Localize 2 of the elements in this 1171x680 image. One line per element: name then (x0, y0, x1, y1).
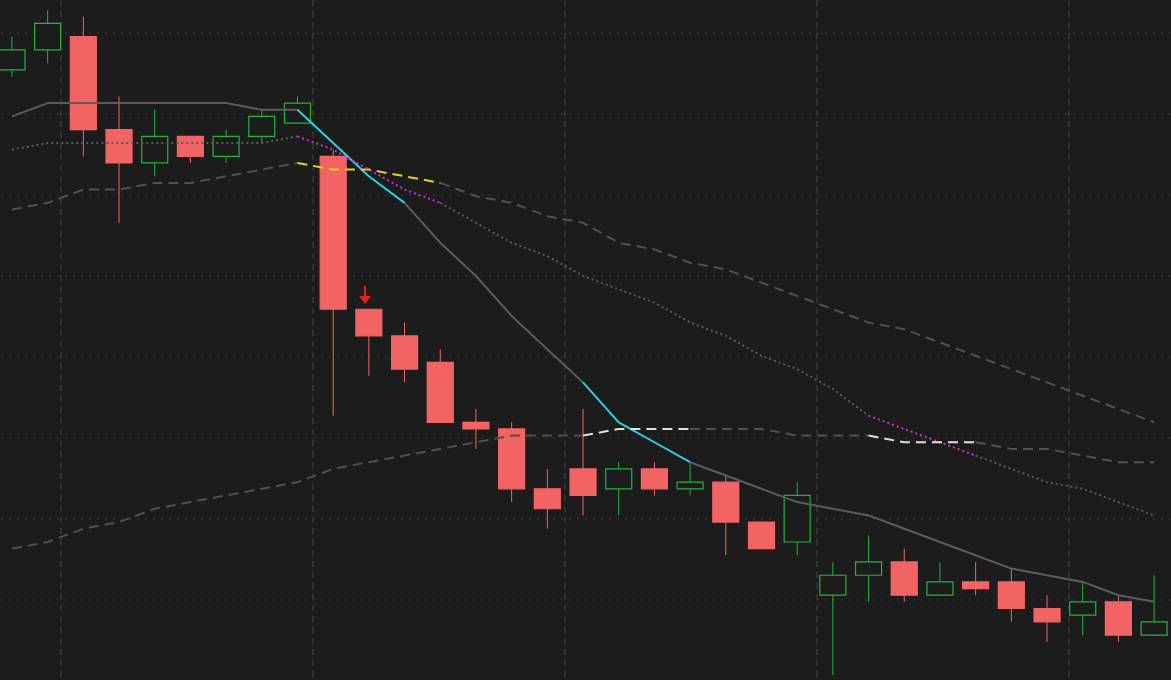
candlestick (462, 408, 490, 450)
candlestick (676, 461, 704, 496)
